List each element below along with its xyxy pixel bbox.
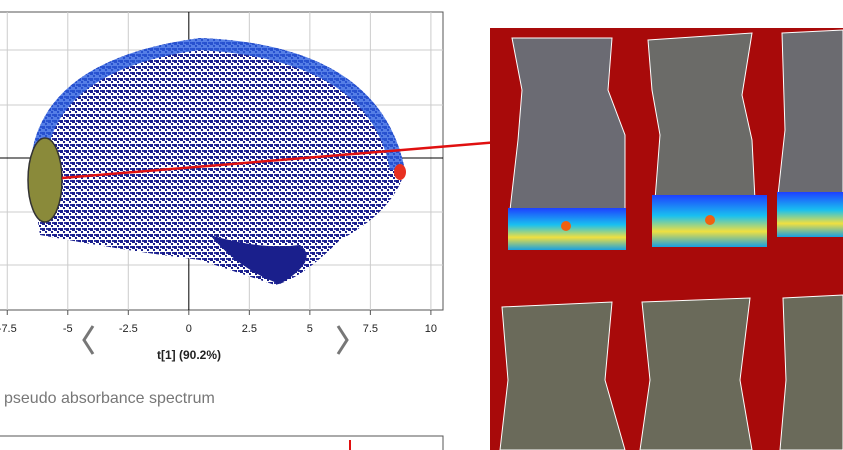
x-axis-label: t[1] (90.2%) <box>157 348 221 362</box>
prev-button[interactable] <box>82 325 95 355</box>
image <box>490 28 843 450</box>
point-cloud <box>30 38 405 285</box>
x-tick-label: -2.5 <box>119 323 138 335</box>
sample <box>499 301 626 450</box>
x-tick-label: 7.5 <box>363 323 378 335</box>
spectrum-frame <box>0 435 444 450</box>
x-tick-label: 0 <box>186 323 192 335</box>
sample-band <box>777 192 843 237</box>
sample <box>509 37 626 211</box>
panel-title: pseudo absorbance spectrum <box>4 390 215 407</box>
x-tick-label: 2.5 <box>242 323 257 335</box>
selection <box>27 137 63 223</box>
x-tick-label: -7.5 <box>0 323 17 335</box>
x-tick-label: -5 <box>63 323 73 335</box>
x-tick-label: 10 <box>425 323 437 335</box>
sample <box>777 29 843 196</box>
hot-spot <box>394 164 406 180</box>
x-tick-label: 5 <box>307 323 313 335</box>
x-axis: -7.5 -5 -2.5 0 2.5 5 7.5 10 <box>0 310 437 335</box>
cloud-edge <box>30 38 405 170</box>
sample <box>779 294 843 450</box>
spot <box>705 215 715 225</box>
dense-region <box>210 235 307 284</box>
arrow <box>61 137 536 180</box>
sample <box>647 32 756 201</box>
spot <box>561 221 571 231</box>
next-button[interactable] <box>336 325 349 355</box>
sample <box>639 297 753 450</box>
